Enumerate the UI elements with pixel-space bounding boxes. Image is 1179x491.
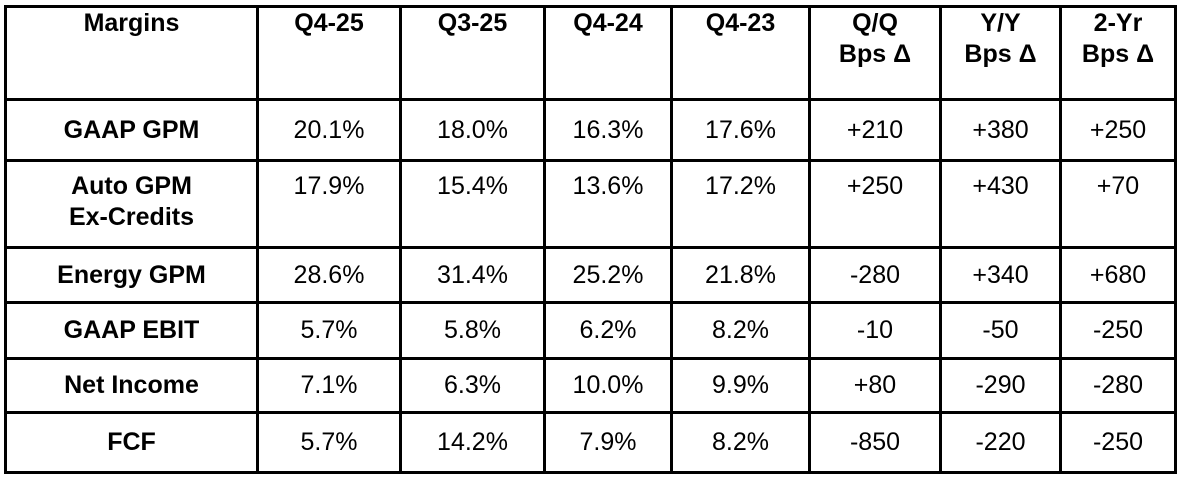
- value-cell: -290: [939, 357, 1062, 414]
- row-label-net-income: Net Income: [4, 357, 259, 414]
- row-energy-gpm: Energy GPM 28.6% 31.4% 25.2% 21.8% -280 …: [4, 246, 1177, 304]
- row-gaap-gpm: GAAP GPM 20.1% 18.0% 16.3% 17.6% +210 +3…: [4, 98, 1177, 162]
- row-label-line1: Auto GPM: [71, 172, 192, 200]
- value-cell: 5.7%: [256, 411, 402, 474]
- value-cell: -250: [1059, 411, 1177, 474]
- row-label-energy-gpm: Energy GPM: [4, 246, 259, 304]
- value-cell: 17.6%: [670, 98, 811, 162]
- col-header-q3-25: Q3-25: [399, 5, 546, 101]
- value-cell: 5.7%: [256, 301, 402, 360]
- col-header-2yr-line2: Bps Δ: [1081, 40, 1155, 68]
- value-cell: 13.6%: [543, 159, 673, 249]
- value-cell: +680: [1059, 246, 1177, 304]
- row-label-gaap-gpm: GAAP GPM: [4, 98, 259, 162]
- col-header-qq-line2: Bps Δ: [838, 40, 912, 68]
- row-auto-gpm-ex-credits: Auto GPM Ex-Credits 17.9% 15.4% 13.6% 17…: [4, 159, 1177, 249]
- col-header-margins: Margins: [4, 5, 259, 101]
- value-cell: 18.0%: [399, 98, 546, 162]
- col-header-q4-25-label: Q4-25: [294, 9, 364, 38]
- value-cell: +80: [808, 357, 942, 414]
- value-cell: 17.9%: [256, 159, 402, 249]
- value-cell: +210: [808, 98, 942, 162]
- value-cell: -850: [808, 411, 942, 474]
- row-label-auto-gpm-ex-credits: Auto GPM Ex-Credits: [4, 159, 259, 249]
- value-cell: 9.9%: [670, 357, 811, 414]
- col-header-qq-bps-delta: Q/Q Bps Δ: [808, 5, 942, 101]
- value-cell: 8.2%: [670, 301, 811, 360]
- value-cell: +380: [939, 98, 1062, 162]
- col-header-yy-line2: Bps Δ: [964, 40, 1037, 68]
- col-header-q4-23-label: Q4-23: [705, 9, 776, 38]
- value-cell: +430: [939, 159, 1062, 249]
- col-header-qq-line1: Q/Q: [852, 9, 898, 38]
- value-cell: 7.1%: [256, 357, 402, 414]
- value-cell: 31.4%: [399, 246, 546, 304]
- value-cell: +250: [808, 159, 942, 249]
- value-cell: 14.2%: [399, 411, 546, 474]
- value-cell: 28.6%: [256, 246, 402, 304]
- row-label-fcf: FCF: [4, 411, 259, 474]
- row-fcf: FCF 5.7% 14.2% 7.9% 8.2% -850 -220 -250: [4, 411, 1177, 474]
- col-header-2yr-bps-delta: 2-Yr Bps Δ: [1059, 5, 1177, 101]
- row-label-gaap-ebit: GAAP EBIT: [4, 301, 259, 360]
- value-cell: 6.3%: [399, 357, 546, 414]
- value-cell: 10.0%: [543, 357, 673, 414]
- col-header-margins-label: Margins: [83, 9, 180, 38]
- col-header-q4-24: Q4-24: [543, 5, 673, 101]
- margins-table-container: Margins Q4-25 Q3-25 Q4-24 Q4-23 Q/Q Bps …: [4, 5, 1177, 474]
- col-header-yy-line1: Y/Y: [980, 9, 1021, 38]
- row-label-line2: Ex-Credits: [68, 203, 195, 231]
- value-cell: 17.2%: [670, 159, 811, 249]
- row-gaap-ebit: GAAP EBIT 5.7% 5.8% 6.2% 8.2% -10 -50 -2…: [4, 301, 1177, 360]
- col-header-2yr-line1: 2-Yr: [1093, 9, 1143, 38]
- value-cell: 7.9%: [543, 411, 673, 474]
- value-cell: 16.3%: [543, 98, 673, 162]
- margins-table: Margins Q4-25 Q3-25 Q4-24 Q4-23 Q/Q Bps …: [4, 5, 1177, 474]
- col-header-q4-25: Q4-25: [256, 5, 402, 101]
- col-header-q4-24-label: Q4-24: [573, 9, 643, 38]
- value-cell: -250: [1059, 301, 1177, 360]
- value-cell: 6.2%: [543, 301, 673, 360]
- value-cell: -10: [808, 301, 942, 360]
- value-cell: 8.2%: [670, 411, 811, 474]
- col-header-q4-23: Q4-23: [670, 5, 811, 101]
- value-cell: 20.1%: [256, 98, 402, 162]
- value-cell: +70: [1059, 159, 1177, 249]
- col-header-q3-25-label: Q3-25: [437, 9, 508, 38]
- value-cell: 15.4%: [399, 159, 546, 249]
- value-cell: -280: [1059, 357, 1177, 414]
- value-cell: 21.8%: [670, 246, 811, 304]
- value-cell: +340: [939, 246, 1062, 304]
- row-net-income: Net Income 7.1% 6.3% 10.0% 9.9% +80 -290…: [4, 357, 1177, 414]
- value-cell: -280: [808, 246, 942, 304]
- value-cell: 25.2%: [543, 246, 673, 304]
- value-cell: 5.8%: [399, 301, 546, 360]
- value-cell: -220: [939, 411, 1062, 474]
- col-header-yy-bps-delta: Y/Y Bps Δ: [939, 5, 1062, 101]
- header-row: Margins Q4-25 Q3-25 Q4-24 Q4-23 Q/Q Bps …: [4, 5, 1177, 101]
- value-cell: +250: [1059, 98, 1177, 162]
- value-cell: -50: [939, 301, 1062, 360]
